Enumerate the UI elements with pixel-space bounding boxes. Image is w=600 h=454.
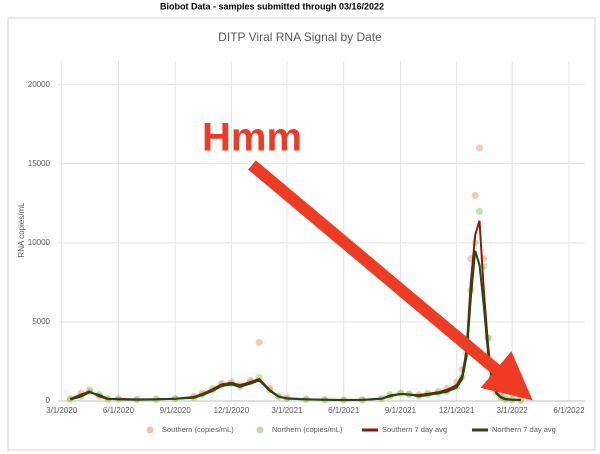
- legend-label: Northern (copies/mL): [272, 425, 343, 434]
- annotation-arrow: [248, 160, 533, 401]
- x-tick-label: 12/1/2020: [214, 406, 250, 415]
- x-tick-label: 9/1/2020: [160, 406, 192, 415]
- y-tick-label: 10000: [28, 238, 51, 247]
- y-tick-label: 0: [46, 396, 51, 405]
- x-tick-label: 3/1/2020: [46, 406, 78, 415]
- legend-label: Southern 7 day avg: [382, 425, 447, 434]
- legend-marker: [256, 426, 264, 434]
- data-point: [475, 144, 483, 152]
- page-header: Biobot Data - samples submitted through …: [160, 1, 384, 11]
- x-tick-label: 12/1/2021: [439, 406, 475, 415]
- data-point: [255, 338, 263, 346]
- x-tick-label: 3/1/2021: [271, 406, 303, 415]
- chart-title: DITP Viral RNA Signal by Date: [218, 30, 382, 44]
- legend: Southern (copies/mL) Northern (copies/mL)…: [146, 425, 556, 434]
- annotation: Hmm: [202, 116, 302, 160]
- y-tick-label: 20000: [28, 80, 51, 89]
- x-tick-label: 3/1/2022: [497, 406, 529, 415]
- data-point: [475, 207, 483, 215]
- legend-label: Northern 7 day avg: [492, 425, 556, 434]
- y-axis-label: RNA copies/mL: [17, 202, 26, 258]
- x-tick-label: 6/1/2020: [103, 406, 135, 415]
- x-tick-label: 9/1/2021: [385, 406, 417, 415]
- legend-label: Southern (copies/mL): [162, 425, 234, 434]
- legend-marker: [146, 426, 154, 434]
- x-tick-label: 6/1/2022: [553, 406, 585, 415]
- x-tick-label: 6/1/2021: [328, 406, 360, 415]
- y-tick-label: 15000: [28, 159, 51, 168]
- series-line: [70, 250, 521, 402]
- y-tick-label: 5000: [32, 317, 50, 326]
- data-point: [471, 191, 479, 199]
